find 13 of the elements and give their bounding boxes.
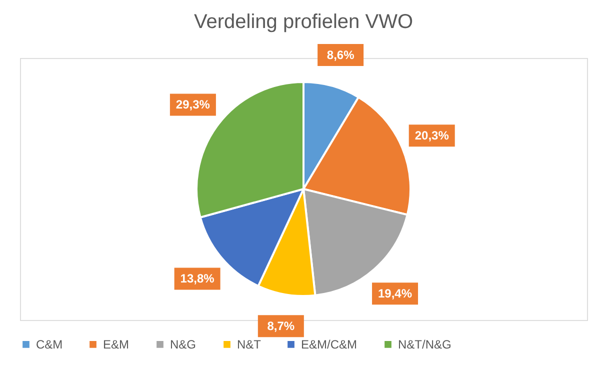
legend-label: E&M: [103, 337, 130, 352]
data-label: 19,4%: [378, 286, 412, 301]
data-label: 8,7%: [267, 319, 295, 334]
legend-label: C&M: [36, 337, 63, 352]
legend-label: N&G: [170, 337, 196, 352]
data-label: 29,3%: [176, 98, 210, 112]
data-label: 13,8%: [180, 272, 215, 286]
data-label: 20,3%: [414, 128, 450, 143]
legend-label: N&T/N&G: [398, 337, 452, 352]
data-label: 8,6%: [326, 48, 355, 62]
chart-title: Verdeling profielen VWO: [194, 11, 414, 34]
legend-label: E&M/C&M: [301, 337, 358, 352]
legend-label: N&T: [237, 337, 262, 352]
